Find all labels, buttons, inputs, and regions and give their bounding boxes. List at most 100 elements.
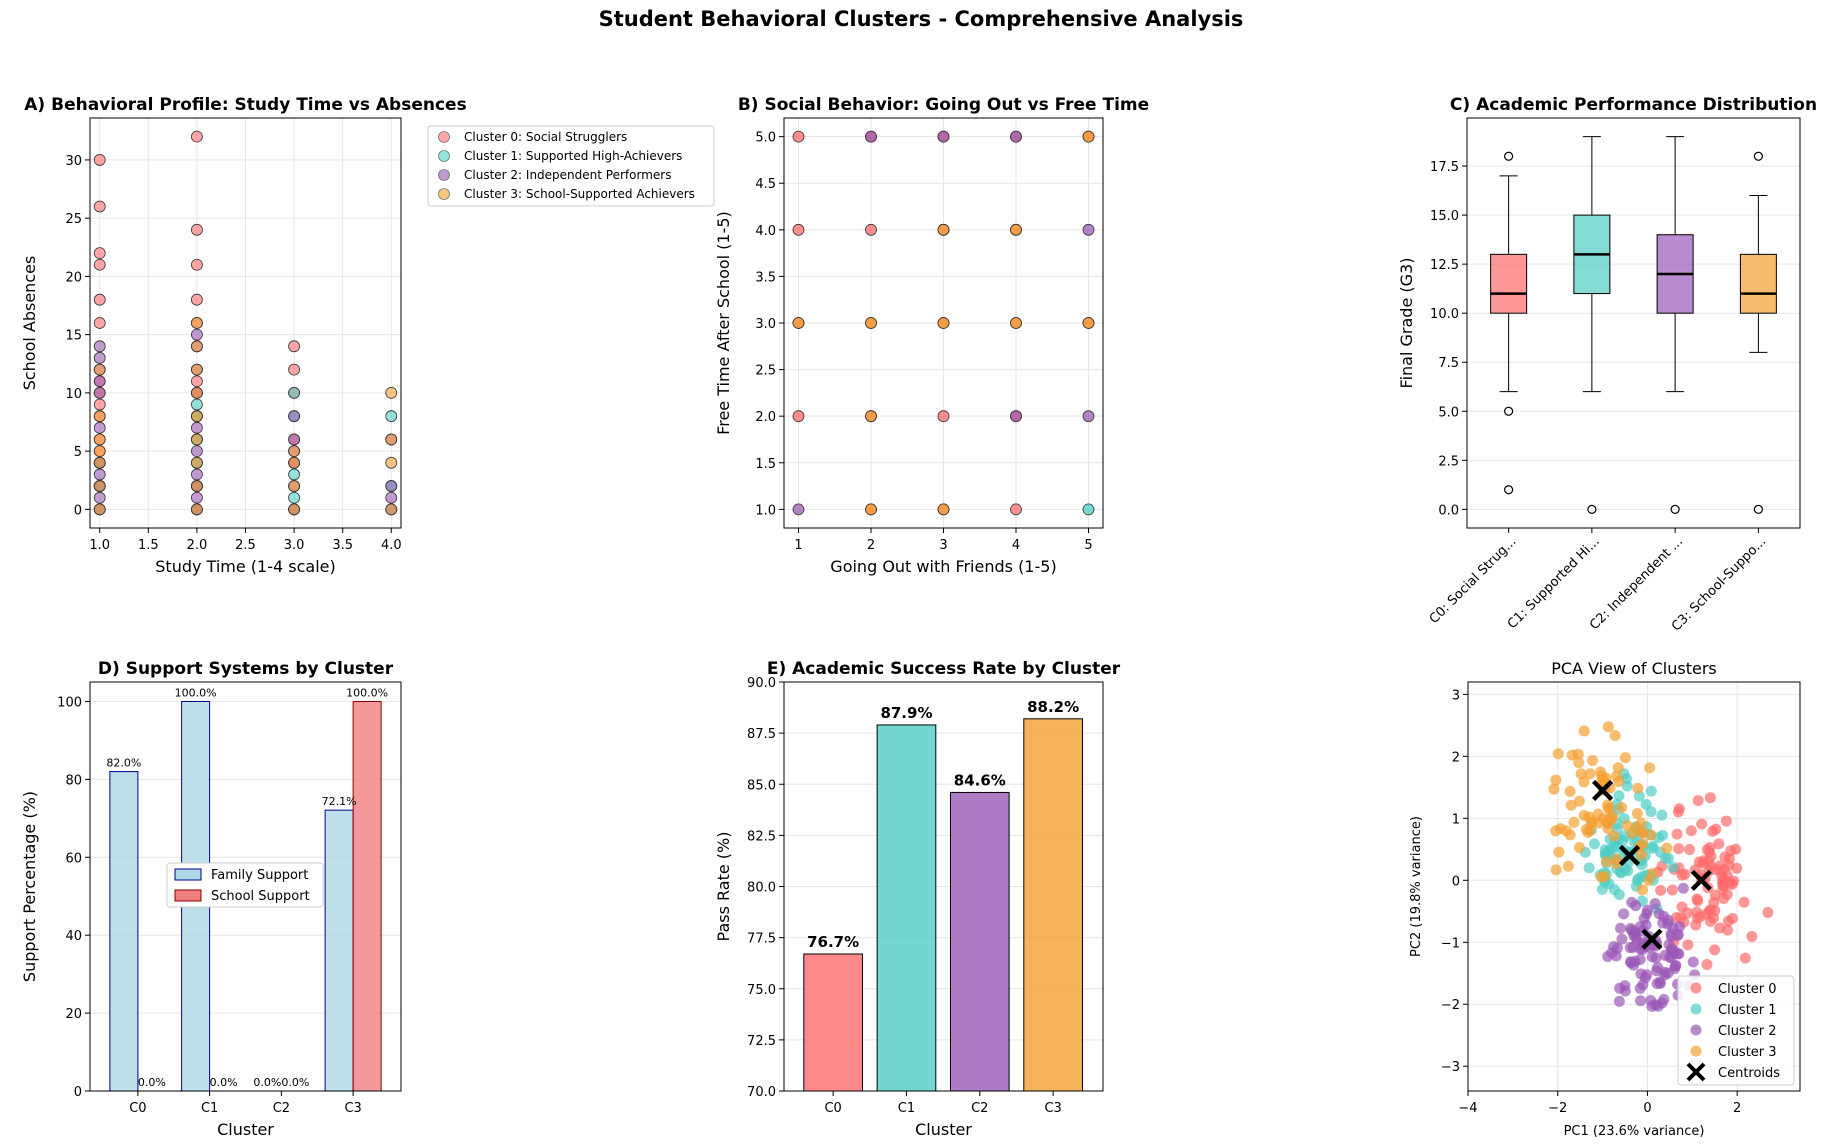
panel-F: −3 −2 −1 0 1 2 3 −4 −2 0 2 PCA View of Clusters PC1 … bbox=[1409, 659, 1801, 1139]
pca-point bbox=[1619, 752, 1631, 764]
pca-point bbox=[1629, 925, 1641, 937]
pca-point bbox=[1646, 951, 1658, 963]
y-tick-label: 7.5 bbox=[1438, 356, 1459, 371]
legend-marker bbox=[1690, 1045, 1702, 1057]
data-point bbox=[93, 200, 106, 213]
data-point bbox=[93, 375, 106, 388]
centroid-marker bbox=[1618, 844, 1641, 867]
y-tick-label: 0 bbox=[74, 1085, 82, 1100]
data-point bbox=[93, 445, 106, 458]
pca-point bbox=[1578, 776, 1590, 788]
data-point bbox=[865, 410, 877, 423]
data-point bbox=[937, 410, 950, 423]
pca-point bbox=[1578, 809, 1590, 821]
pca-point bbox=[1573, 841, 1585, 853]
pca-point bbox=[1573, 757, 1585, 769]
pca-point bbox=[1634, 995, 1646, 1007]
pca-point bbox=[1703, 855, 1715, 867]
panel-B: 1.0 1.5 2.0 2.5 3.0 3.5 4.0 4.5 5.0 1 2 3 4 5 B) Socia… bbox=[714, 95, 1149, 576]
legend-label: Cluster 3: School-Supported Achievers bbox=[464, 187, 695, 201]
data-point bbox=[93, 480, 106, 492]
pca-point bbox=[1553, 846, 1565, 858]
y-tick-label: 25 bbox=[65, 212, 82, 227]
data-point bbox=[288, 445, 300, 458]
pca-point bbox=[1665, 931, 1677, 943]
y-tick-label: 90.0 bbox=[747, 676, 776, 691]
pca-point bbox=[1690, 919, 1702, 931]
data-point bbox=[93, 421, 106, 434]
legend-marker bbox=[1690, 1024, 1702, 1036]
y-tick-label: 2.5 bbox=[755, 364, 776, 379]
pca-point bbox=[1562, 860, 1574, 872]
pca-point bbox=[1588, 838, 1600, 850]
x-tick-label: 1 bbox=[794, 538, 802, 553]
data-point bbox=[288, 433, 300, 446]
data-point bbox=[1010, 317, 1022, 329]
y-tick-label: 5.0 bbox=[755, 131, 776, 146]
pca-point bbox=[1645, 806, 1657, 818]
pca-point bbox=[1616, 933, 1628, 945]
chart-title: C) Academic Performance Distribution bbox=[1450, 95, 1817, 115]
data-point bbox=[191, 468, 203, 481]
pca-point bbox=[1651, 965, 1663, 977]
y-tick-label: 0.0 bbox=[1438, 503, 1459, 518]
outlier-point bbox=[1670, 504, 1680, 514]
data-point bbox=[288, 386, 300, 399]
pca-point bbox=[1584, 768, 1596, 780]
data-point bbox=[1010, 130, 1022, 143]
x-tick-label: C3 bbox=[1044, 1101, 1061, 1116]
pca-point bbox=[1578, 725, 1590, 737]
x-tick-label: 1.0 bbox=[89, 538, 110, 553]
y-tick-label: 100 bbox=[57, 695, 82, 710]
pca-point bbox=[1716, 876, 1728, 888]
legend: Cluster 0 Cluster 1 Cluster 2 Cluster 3 Cent… bbox=[1677, 975, 1795, 1086]
pca-point bbox=[1615, 867, 1627, 879]
pca-point bbox=[1600, 856, 1612, 868]
pca-point bbox=[1709, 944, 1721, 956]
outlier-point bbox=[1504, 485, 1514, 495]
x-tick-label: 3.0 bbox=[284, 538, 305, 553]
data-point bbox=[191, 317, 203, 329]
pca-point bbox=[1608, 830, 1620, 842]
pca-point bbox=[1682, 907, 1694, 919]
pca-point bbox=[1632, 782, 1644, 794]
pca-point bbox=[1568, 816, 1580, 828]
y-tick-label: 85.0 bbox=[747, 778, 776, 793]
data-point bbox=[191, 433, 203, 446]
pca-point bbox=[1710, 864, 1722, 876]
y-tick-label: 40 bbox=[65, 929, 82, 944]
x-axis-label: Study Time (1-4 scale) bbox=[155, 557, 335, 576]
legend-label: Cluster 0 bbox=[1718, 982, 1777, 997]
outlier-point bbox=[1587, 504, 1597, 514]
legend-marker bbox=[1690, 982, 1702, 994]
pca-point bbox=[1720, 815, 1732, 827]
pca-point bbox=[1677, 882, 1689, 894]
pca-point bbox=[1649, 898, 1661, 910]
bar bbox=[949, 791, 1010, 1092]
data-point bbox=[385, 491, 398, 504]
pca-point bbox=[1583, 862, 1595, 874]
y-axis-label: Pass Rate (%) bbox=[714, 832, 733, 942]
pca-point bbox=[1552, 748, 1564, 760]
data-point bbox=[191, 258, 203, 271]
panel-A: 0 5 10 15 20 25 30 1.0 1.5 2.0 2.5 3.0 3.5 4.0 A) Beha… bbox=[20, 95, 715, 576]
data-point bbox=[93, 410, 106, 423]
y-tick-label: 17.5 bbox=[1430, 160, 1459, 175]
x-tick-label: 2 bbox=[867, 538, 875, 553]
pca-point bbox=[1671, 828, 1683, 840]
pca-point bbox=[1613, 995, 1625, 1007]
bar-value-label: 100.0% bbox=[175, 686, 217, 699]
data-point bbox=[1082, 503, 1095, 516]
data-point bbox=[288, 340, 300, 353]
pca-point bbox=[1645, 785, 1657, 797]
data-point bbox=[93, 340, 106, 353]
x-tick-label: C1 bbox=[898, 1101, 915, 1116]
x-tick-label: 1.5 bbox=[138, 538, 159, 553]
legend-marker bbox=[438, 150, 450, 162]
panel-E: 76.7% C0 87.9% C1 84.6% C2 88.2% C3 70.0 72.5 75.0… bbox=[714, 659, 1121, 1139]
x-tick-label: C3 bbox=[344, 1101, 361, 1116]
pca-point bbox=[1631, 808, 1643, 820]
pca-point bbox=[1709, 889, 1721, 901]
pca-point bbox=[1647, 840, 1659, 852]
